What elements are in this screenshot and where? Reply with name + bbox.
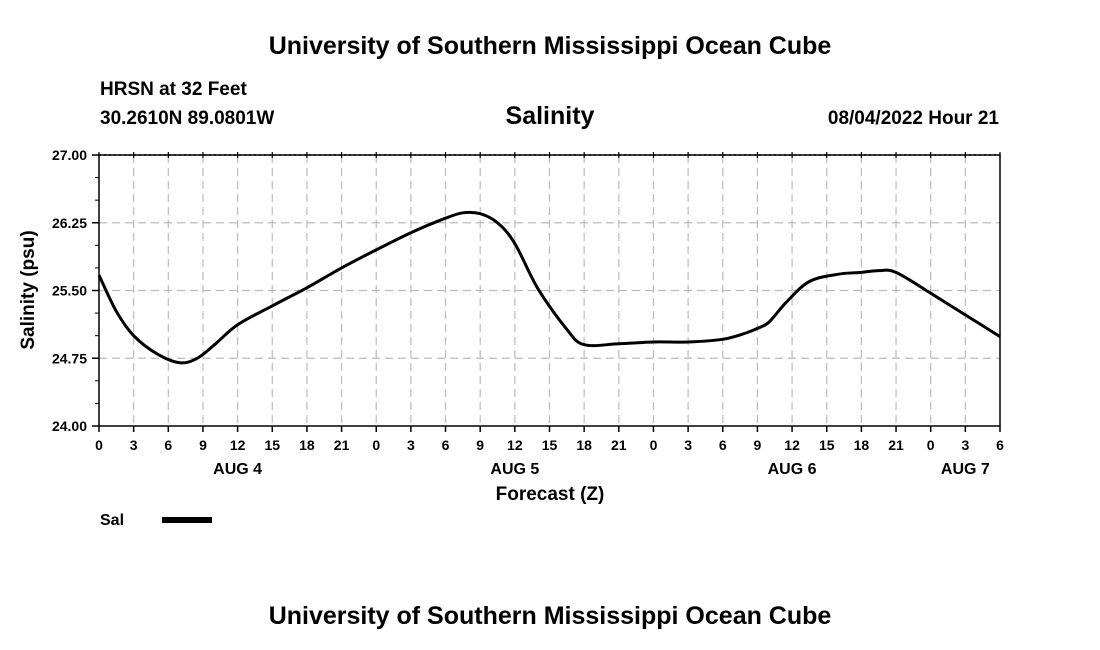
x-tick-label: 9 [199, 437, 207, 453]
x-tick-label: 9 [754, 437, 762, 453]
x-tick-label: 21 [334, 437, 350, 453]
x-tick-label: 0 [650, 437, 658, 453]
day-label: AUG 4 [213, 461, 262, 478]
x-tick-label: 12 [230, 437, 246, 453]
bottom-title: University of Southern Mississippi Ocean… [269, 602, 832, 630]
x-tick-label: 0 [95, 437, 103, 453]
y-tick-label: 26.25 [52, 215, 87, 231]
x-tick-label: 6 [719, 437, 727, 453]
datetime-label: 08/04/2022 Hour 21 [828, 108, 1000, 129]
x-tick-label: 3 [684, 437, 692, 453]
x-tick-label: 12 [507, 437, 523, 453]
day-label: AUG 6 [768, 461, 817, 478]
top-title: University of Southern Mississippi Ocean… [269, 32, 832, 60]
legend-label: Sal [100, 512, 124, 529]
salinity-series-line [97, 210, 1001, 365]
y-axis-label: Salinity (psu) [18, 230, 39, 349]
x-axis-label: Forecast (Z) [496, 484, 605, 505]
day-label: AUG 5 [490, 461, 539, 478]
y-tick-label: 24.75 [52, 350, 87, 366]
x-tick-label: 21 [888, 437, 904, 453]
x-tick-label: 6 [996, 437, 1004, 453]
chart-title: Salinity [506, 102, 595, 130]
plot-frame [98, 154, 1001, 427]
grid-layer [99, 154, 1000, 426]
x-tick-label: 15 [542, 437, 558, 453]
x-tick-label: 3 [130, 437, 138, 453]
y-tick-label: 25.50 [52, 283, 87, 299]
series-layer [97, 210, 1001, 365]
x-tick-label: 6 [164, 437, 172, 453]
x-tick-label: 3 [407, 437, 415, 453]
x-tick-label: 0 [927, 437, 935, 453]
station-label: HRSN at 32 Feet [100, 79, 247, 100]
legend: Sal [100, 512, 212, 529]
day-label: AUG 7 [941, 461, 990, 478]
x-tick-label: 15 [264, 437, 280, 453]
y-tick-label: 27.00 [52, 147, 87, 163]
x-tick-label: 15 [819, 437, 835, 453]
y-tick-label: 24.00 [52, 418, 87, 434]
x-tick-label: 21 [611, 437, 627, 453]
x-tick-label: 18 [854, 437, 870, 453]
coordinates-label: 30.2610N 89.0801W [100, 108, 274, 129]
x-tick-label: 18 [299, 437, 315, 453]
x-tick-label: 0 [372, 437, 380, 453]
x-tick-label: 9 [476, 437, 484, 453]
x-tick-label: 3 [961, 437, 969, 453]
x-tick-label: 6 [442, 437, 450, 453]
x-tick-label: 18 [576, 437, 592, 453]
x-tick-label: 12 [784, 437, 800, 453]
